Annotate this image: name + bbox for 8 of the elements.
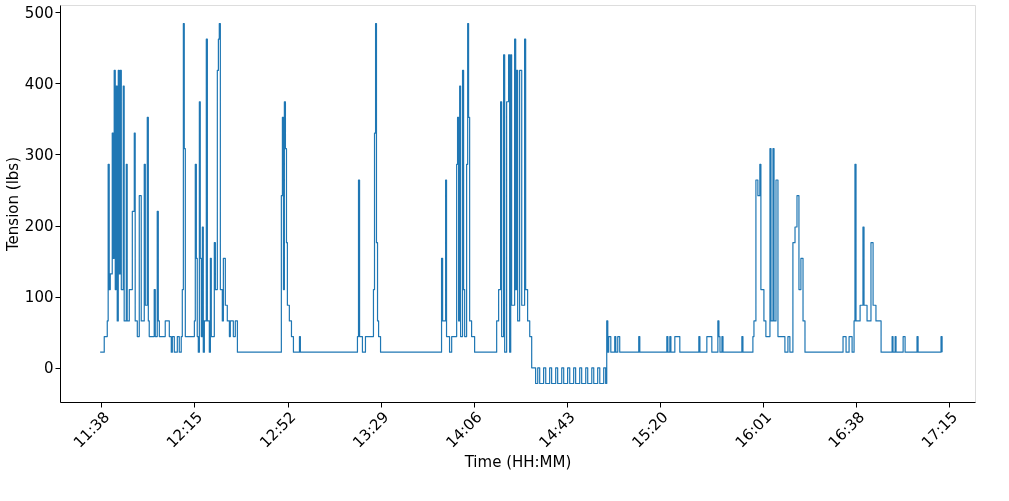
- y-tick-label: 0: [43, 359, 54, 378]
- x-axis-title: Time (HH:MM): [463, 452, 572, 471]
- y-tick-label: 300: [24, 145, 54, 164]
- y-tick-label: 500: [24, 3, 54, 22]
- y-tick-label: 200: [24, 217, 54, 236]
- y-axis-title: Tension (lbs): [3, 157, 22, 252]
- y-tick-label: 400: [24, 74, 54, 93]
- y-tick-label: 100: [24, 288, 54, 307]
